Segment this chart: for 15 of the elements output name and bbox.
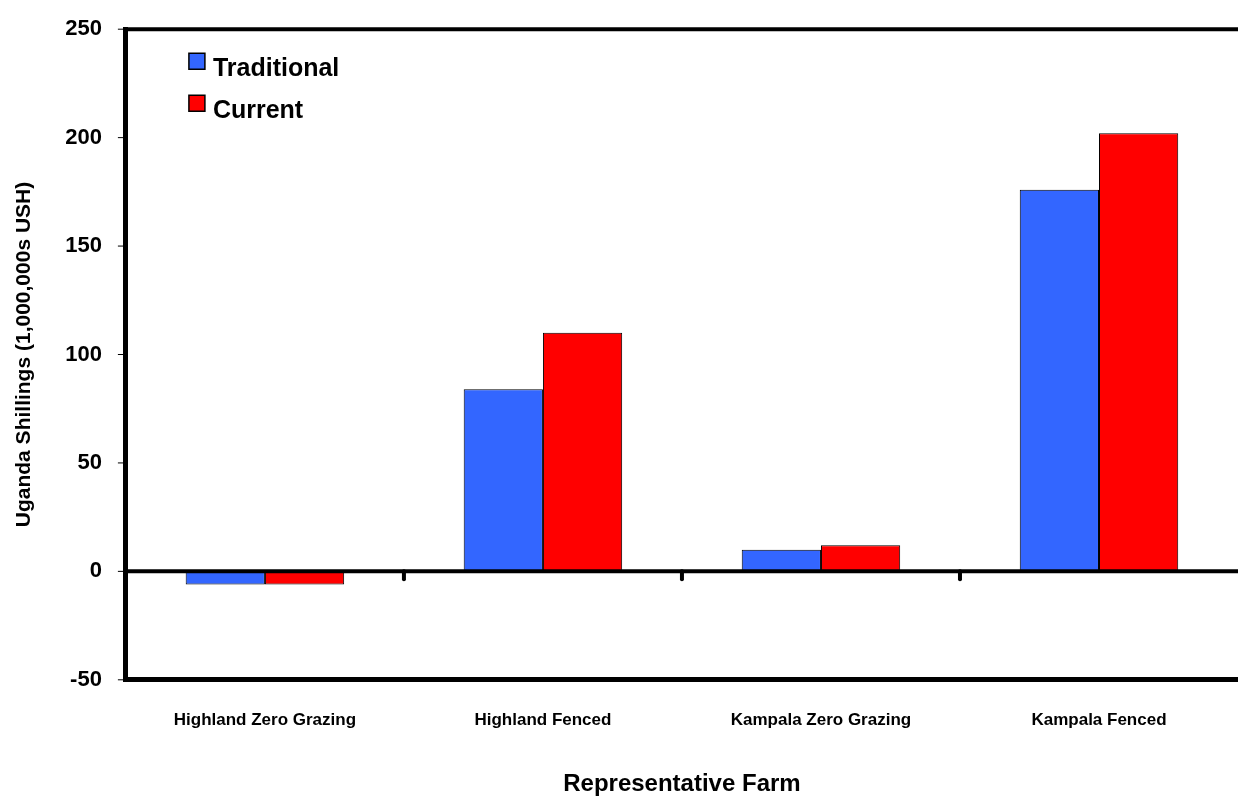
y-tick-label: 0 — [89, 557, 102, 583]
y-tick-label: 200 — [65, 123, 102, 149]
legend-label: Current — [212, 95, 304, 124]
y-tick-label: 50 — [77, 449, 102, 474]
y-axis-title: Uganda Shillings (1,000,000s USH) — [11, 181, 35, 528]
legend-label: Traditional — [212, 53, 340, 82]
y-tick-label: -50 — [70, 665, 102, 691]
x-tick-label: Highland Fenced — [474, 709, 612, 729]
y-tick-label: 150 — [65, 232, 102, 258]
x-axis-title: Representative Farm — [563, 769, 801, 797]
y-tick-label: 250 — [65, 15, 102, 41]
x-tick-label: Kampala Fenced — [1031, 709, 1167, 729]
x-tick-label: Highland Zero Grazing — [173, 709, 357, 729]
y-tick-label: 100 — [65, 340, 102, 366]
x-tick-label: Kampala Zero Grazing — [730, 709, 912, 729]
